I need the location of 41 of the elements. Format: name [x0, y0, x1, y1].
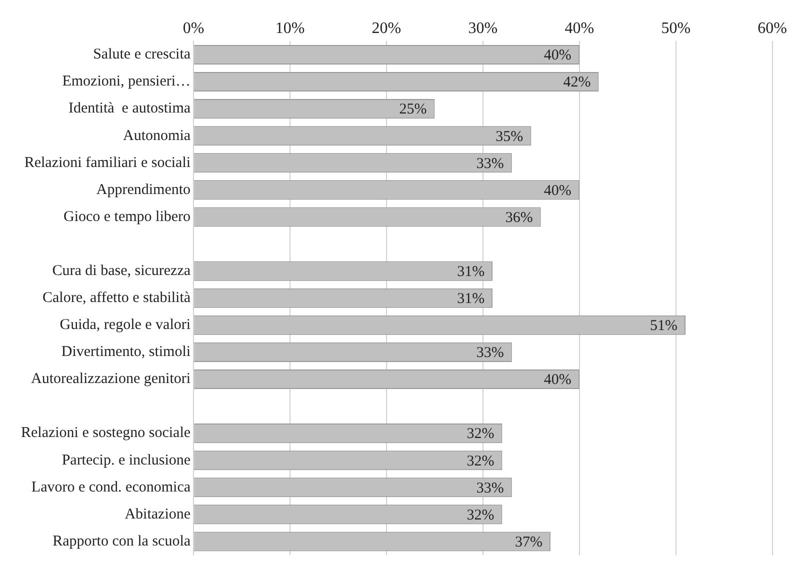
x-tick-label: 20%	[372, 20, 402, 37]
y-tick-label: Partecip. e inclusione	[62, 452, 191, 468]
data-label: 35%	[496, 128, 524, 145]
data-label: 40%	[544, 372, 572, 388]
y-tick-label: Abitazione	[124, 506, 191, 522]
data-label: 36%	[505, 210, 533, 226]
data-label: 40%	[544, 48, 572, 64]
y-tick-label: Emozioni, pensieri…	[62, 74, 191, 90]
data-label: 32%	[466, 507, 494, 524]
data-label: 31%	[457, 291, 485, 308]
data-label: 33%	[476, 156, 504, 172]
y-tick-label: Relazioni familiari e sociali	[24, 154, 191, 171]
x-tick-label: 50%	[661, 20, 691, 37]
data-label: 42%	[563, 74, 591, 91]
data-label: 40%	[544, 182, 572, 199]
y-tick-label: Calore, affetto e stabilità	[42, 290, 191, 306]
data-label: 32%	[466, 453, 494, 470]
data-label: 33%	[476, 480, 504, 496]
y-tick-label: Identità e autostima	[68, 100, 191, 117]
data-label: 51%	[650, 318, 678, 334]
y-tick-label: Relazioni e sostegno sociale	[20, 425, 191, 442]
data-label: 33%	[476, 345, 504, 362]
y-tick-label: Autorealizzazione genitori	[31, 371, 191, 388]
data-label: 31%	[457, 264, 485, 280]
y-tick-label: Apprendimento	[96, 182, 191, 198]
x-tick-label: 60%	[758, 20, 787, 37]
y-tick-label: Autonomia	[123, 128, 191, 144]
y-tick-label: Salute e crescita	[93, 46, 191, 63]
y-tick-label: Guida, regole e valori	[60, 317, 191, 334]
data-label: 32%	[466, 426, 494, 442]
y-tick-label: Divertimento, stimoli	[61, 344, 191, 360]
y-tick-label: Gioco e tempo libero	[63, 208, 191, 225]
x-tick-label: 30%	[468, 20, 498, 37]
data-label: 25%	[399, 102, 427, 118]
y-tick-label: Rapporto con la scuola	[52, 533, 191, 550]
data-label: 37%	[514, 534, 542, 550]
x-tick-label: 40%	[564, 20, 594, 37]
y-tick-label: Lavoro e cond. economica	[31, 479, 191, 496]
y-tick-label: Cura di base, sicurezza	[52, 262, 191, 279]
x-tick-label: 0%	[182, 20, 204, 37]
x-tick-label: 10%	[275, 20, 305, 37]
